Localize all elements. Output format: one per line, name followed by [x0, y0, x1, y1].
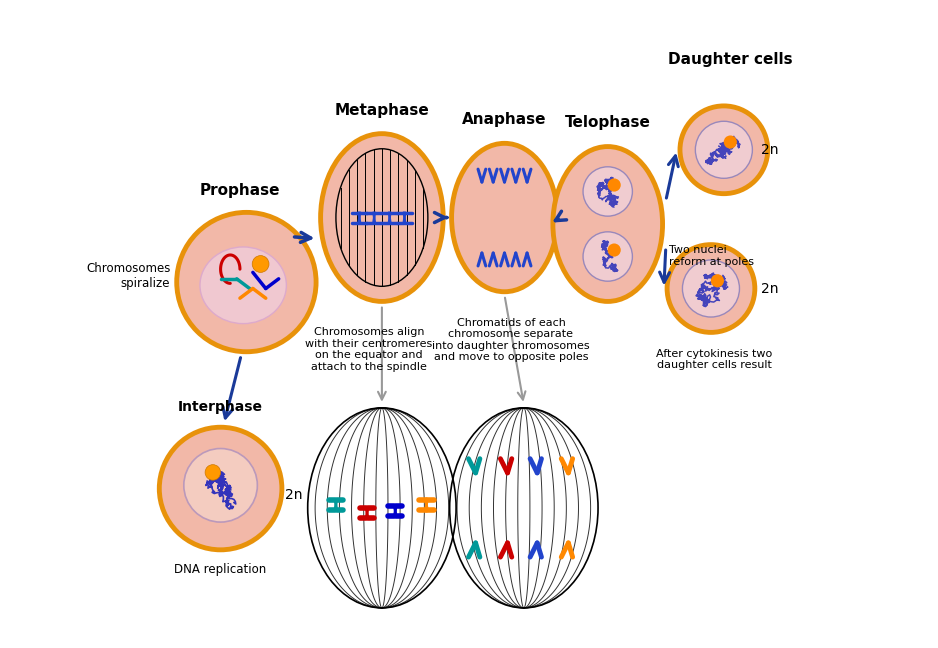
Circle shape: [695, 121, 752, 178]
Circle shape: [608, 178, 621, 192]
Text: Interphase: Interphase: [178, 400, 263, 414]
Circle shape: [711, 274, 724, 287]
Circle shape: [252, 255, 269, 272]
Text: 2n: 2n: [285, 488, 303, 502]
Text: Prophase: Prophase: [200, 183, 280, 198]
Text: 2n: 2n: [762, 281, 779, 295]
Circle shape: [608, 244, 621, 257]
Circle shape: [176, 213, 316, 352]
Ellipse shape: [321, 133, 443, 301]
Circle shape: [683, 260, 739, 317]
Circle shape: [724, 135, 737, 148]
Text: After cytokinesis two
daughter cells result: After cytokinesis two daughter cells res…: [656, 349, 772, 370]
Circle shape: [184, 448, 257, 522]
Text: Daughter cells: Daughter cells: [668, 52, 793, 67]
Text: 2n: 2n: [762, 143, 779, 157]
Text: Metaphase: Metaphase: [335, 102, 430, 117]
Circle shape: [680, 106, 767, 194]
Text: Telophase: Telophase: [565, 115, 651, 130]
Text: Anaphase: Anaphase: [462, 112, 547, 127]
Ellipse shape: [552, 146, 662, 301]
Circle shape: [583, 232, 632, 281]
Circle shape: [159, 427, 282, 550]
Circle shape: [667, 245, 755, 332]
Ellipse shape: [200, 247, 286, 323]
Circle shape: [583, 167, 632, 216]
Text: Two nuclei
reform at poles: Two nuclei reform at poles: [669, 246, 754, 267]
Text: Chromosomes align
with their centromeres
on the equator and
attach to the spindl: Chromosomes align with their centromeres…: [306, 327, 432, 372]
Ellipse shape: [451, 143, 557, 292]
Text: Chromosomes
spiralize: Chromosomes spiralize: [86, 262, 171, 290]
Text: DNA replication: DNA replication: [174, 562, 266, 575]
Text: Chromatids of each
chromosome separate
into daughter chromosomes
and move to opp: Chromatids of each chromosome separate i…: [432, 318, 590, 362]
Circle shape: [205, 465, 220, 480]
